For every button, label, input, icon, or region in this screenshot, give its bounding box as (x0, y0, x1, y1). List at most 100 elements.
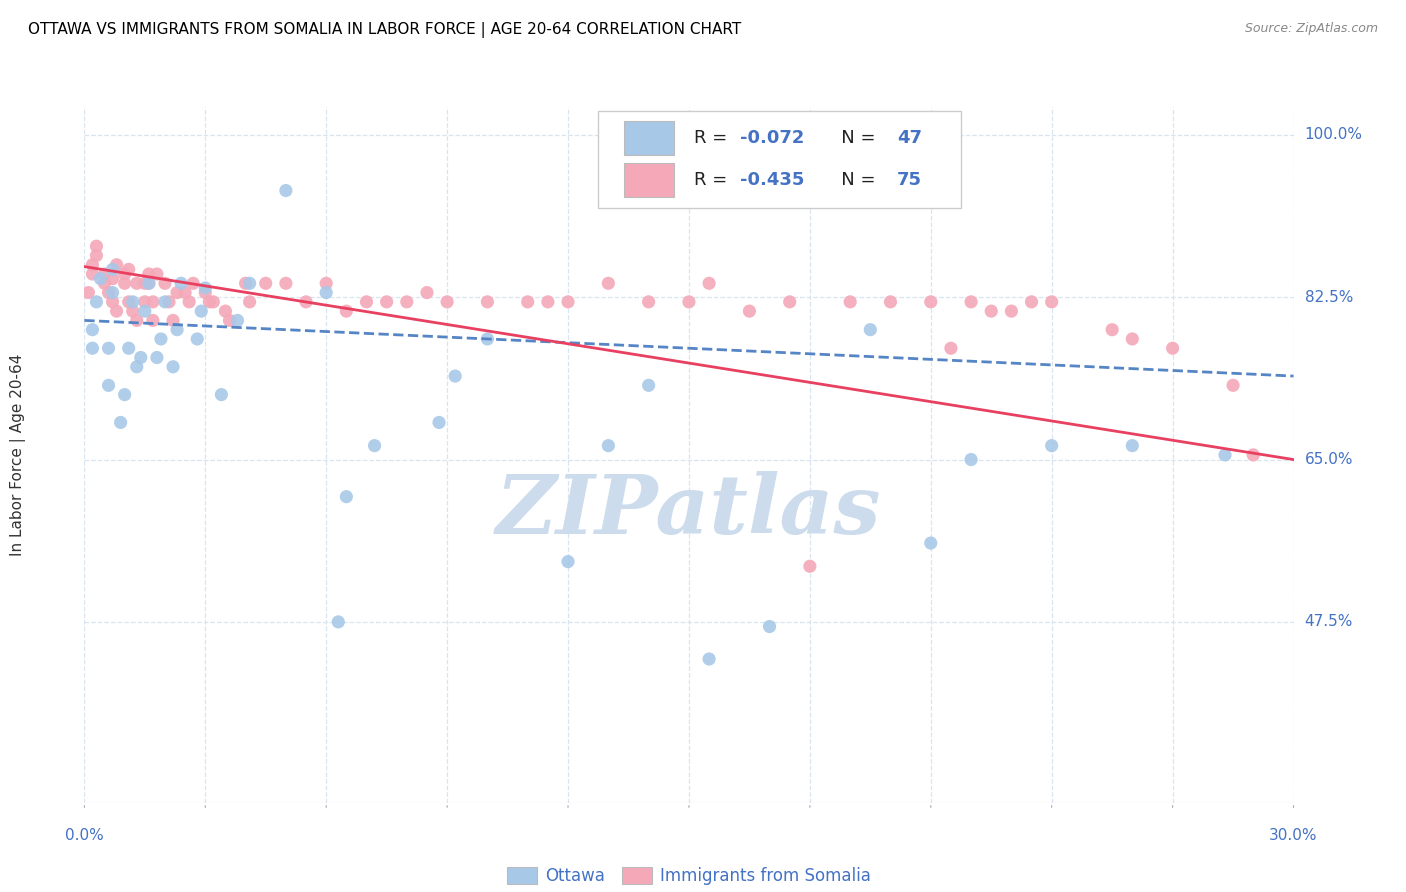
Point (194, 285, 217, 300)
Point (125, 359, 148, 374)
Text: 0.0%: 0.0% (65, 828, 104, 843)
Point (190, 304, 212, 318)
Point (82, 258, 104, 272)
Point (194, 281, 217, 295)
Point (97, 378, 120, 392)
Point (105, 258, 128, 272)
Point (1040, 294, 1063, 309)
Text: R =: R = (693, 171, 733, 189)
Point (214, 304, 236, 318)
Point (363, 439, 385, 453)
Point (125, 313, 148, 327)
Point (82, 267, 104, 281)
Point (170, 277, 193, 291)
Point (118, 294, 141, 309)
Point (239, 277, 262, 291)
Point (114, 267, 136, 281)
Point (209, 387, 232, 401)
Point (960, 294, 983, 309)
Point (114, 277, 136, 291)
Point (758, 619, 780, 633)
Point (254, 277, 277, 291)
Point (198, 294, 221, 309)
Point (129, 351, 152, 365)
Point (295, 294, 318, 309)
Text: -0.072: -0.072 (740, 129, 804, 147)
Point (436, 294, 458, 309)
Point (82, 341, 104, 355)
Point (142, 313, 165, 327)
Point (1121, 332, 1143, 346)
Text: 75: 75 (897, 171, 922, 189)
Point (315, 285, 337, 300)
Text: R =: R = (693, 129, 733, 147)
Point (859, 323, 882, 337)
Text: N =: N = (824, 171, 882, 189)
Point (166, 285, 188, 300)
FancyBboxPatch shape (599, 111, 962, 208)
Text: 100.0%: 100.0% (1305, 128, 1362, 143)
Point (101, 285, 124, 300)
Point (920, 536, 942, 550)
Point (738, 304, 761, 318)
Point (121, 304, 143, 318)
Point (427, 416, 450, 430)
Point (598, 439, 620, 453)
Point (879, 294, 901, 309)
Point (138, 277, 160, 291)
Point (134, 304, 156, 318)
Point (86, 248, 108, 262)
Point (598, 277, 620, 291)
Point (125, 277, 148, 291)
Point (1021, 294, 1043, 309)
Point (1161, 341, 1184, 355)
Point (697, 652, 720, 666)
Point (1101, 323, 1123, 337)
Point (153, 277, 176, 291)
Text: 30.0%: 30.0% (1270, 828, 1317, 843)
Point (335, 490, 357, 504)
Point (93, 277, 115, 291)
Point (101, 271, 124, 285)
Point (77, 285, 100, 300)
Text: 47: 47 (897, 129, 922, 147)
Point (697, 277, 720, 291)
Point (416, 285, 439, 300)
Point (162, 359, 184, 374)
Point (138, 277, 160, 291)
Point (1241, 448, 1264, 462)
Point (274, 184, 297, 198)
Point (557, 294, 579, 309)
Point (960, 452, 983, 467)
Point (335, 304, 357, 318)
Point (239, 294, 262, 309)
Point (118, 262, 141, 277)
Point (118, 341, 141, 355)
Point (477, 294, 499, 309)
Text: N =: N = (824, 129, 882, 147)
Point (1000, 304, 1022, 318)
Point (134, 277, 156, 291)
Point (162, 313, 184, 327)
Point (444, 369, 467, 384)
Point (101, 262, 124, 277)
Point (86, 294, 108, 309)
Point (477, 332, 499, 346)
Point (1040, 439, 1063, 453)
Text: ZIPatlas: ZIPatlas (496, 471, 882, 550)
Point (678, 294, 700, 309)
FancyBboxPatch shape (624, 163, 675, 197)
Point (557, 555, 579, 569)
Point (799, 559, 821, 574)
Point (1121, 439, 1143, 453)
Point (181, 277, 204, 291)
FancyBboxPatch shape (624, 121, 675, 155)
Point (82, 323, 104, 337)
Text: In Labor Force | Age 20-64: In Labor Force | Age 20-64 (10, 354, 25, 556)
Point (839, 294, 862, 309)
Point (395, 294, 418, 309)
Point (89, 271, 111, 285)
Point (537, 294, 560, 309)
Point (138, 267, 160, 281)
Point (328, 615, 350, 629)
